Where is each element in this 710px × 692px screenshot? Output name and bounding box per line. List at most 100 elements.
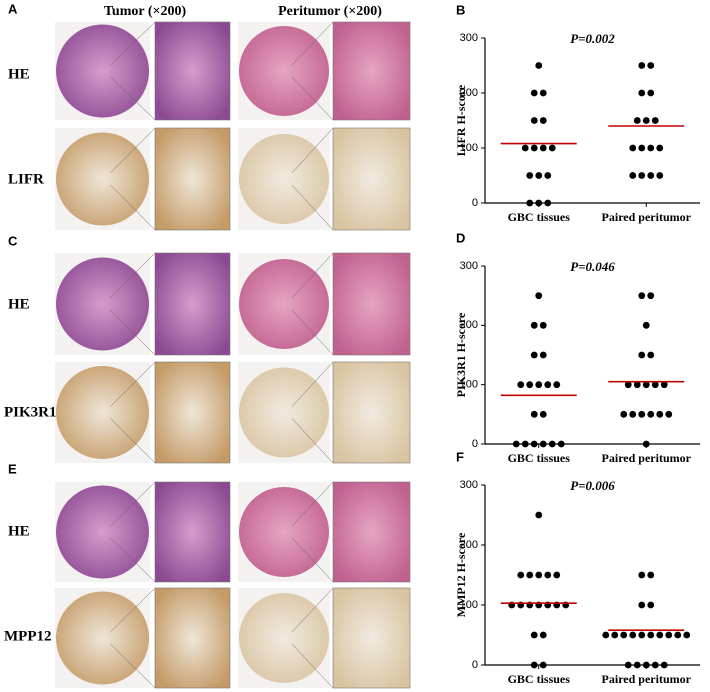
dot bbox=[656, 172, 664, 179]
zoom-guide bbox=[291, 127, 334, 174]
dot bbox=[660, 661, 668, 669]
dot bbox=[544, 172, 552, 179]
zoom-image bbox=[154, 481, 231, 583]
dot bbox=[638, 172, 646, 179]
panel-letter: C bbox=[8, 233, 18, 248]
dot bbox=[651, 661, 659, 669]
dot bbox=[651, 381, 659, 389]
zoom-image bbox=[154, 587, 231, 689]
dot bbox=[544, 571, 552, 579]
dot bbox=[647, 89, 655, 97]
dot bbox=[526, 199, 534, 207]
dot bbox=[530, 89, 538, 97]
dot bbox=[530, 144, 538, 152]
dot bbox=[539, 661, 547, 669]
dot bbox=[521, 144, 529, 152]
column-header: Peritumor (×200) bbox=[278, 4, 382, 19]
dot bbox=[629, 631, 637, 639]
y-tick-label: 300 bbox=[460, 260, 478, 272]
dot bbox=[530, 321, 538, 329]
tissue-core bbox=[239, 593, 329, 683]
zoom-guide bbox=[110, 184, 156, 231]
dot bbox=[539, 631, 547, 639]
dot bbox=[647, 292, 655, 300]
y-tick-label: 100 bbox=[460, 379, 478, 391]
panel-letter: B bbox=[456, 2, 465, 17]
dot bbox=[651, 117, 659, 124]
dot bbox=[530, 410, 538, 418]
dot bbox=[535, 381, 543, 389]
dot bbox=[647, 172, 655, 179]
panel-letter: F bbox=[456, 449, 464, 464]
dot bbox=[656, 144, 664, 152]
p-value: P=0.002 bbox=[570, 31, 615, 46]
zoom-guide bbox=[291, 309, 334, 356]
dot bbox=[656, 631, 664, 639]
x-tick-label: Paired peritumor bbox=[602, 451, 692, 465]
dot bbox=[647, 631, 655, 639]
dot bbox=[530, 351, 538, 359]
dot bbox=[665, 631, 673, 639]
dot bbox=[638, 410, 646, 418]
histology-images bbox=[55, 21, 411, 689]
zoom-guide bbox=[110, 309, 156, 356]
dot bbox=[629, 410, 637, 418]
dot bbox=[638, 601, 646, 609]
p-value: P=0.046 bbox=[570, 259, 615, 274]
y-tick-label: 200 bbox=[460, 539, 478, 551]
dot bbox=[535, 172, 543, 179]
zoom-guide bbox=[291, 643, 334, 689]
zoom-guide bbox=[291, 587, 334, 633]
dot bbox=[512, 440, 520, 448]
panel-letter: A bbox=[8, 1, 18, 16]
dot bbox=[539, 410, 547, 418]
zoom-guide bbox=[110, 537, 156, 583]
dot bbox=[539, 321, 547, 329]
p-value: P=0.006 bbox=[570, 478, 615, 493]
zoom-guide bbox=[110, 587, 156, 633]
zoom-image bbox=[154, 127, 231, 231]
dot bbox=[539, 351, 547, 359]
x-tick-label: Paired peritumor bbox=[602, 672, 692, 686]
dot bbox=[683, 631, 691, 639]
zoom-guide bbox=[110, 418, 156, 464]
tissue-core bbox=[239, 134, 329, 224]
zoom-image bbox=[154, 21, 231, 121]
tissue-core bbox=[239, 367, 329, 458]
y-tick-label: 100 bbox=[460, 142, 478, 154]
dot bbox=[526, 172, 534, 179]
y-axis-label: PIK3R1 H-score bbox=[454, 312, 468, 397]
x-tick-label: GBC tissues bbox=[508, 210, 571, 224]
row-label: HE bbox=[8, 523, 30, 539]
dot bbox=[642, 117, 650, 124]
zoom-guide bbox=[291, 252, 334, 299]
dot bbox=[638, 144, 646, 152]
zoom-guide bbox=[291, 184, 334, 231]
panel-letter: E bbox=[8, 461, 17, 476]
dot bbox=[517, 571, 525, 579]
tissue-core bbox=[239, 487, 329, 577]
dot bbox=[539, 440, 547, 448]
dot bbox=[530, 440, 538, 448]
row-label: HE bbox=[8, 296, 30, 312]
zoom-guide bbox=[110, 252, 156, 299]
dot bbox=[638, 62, 646, 69]
dot bbox=[535, 571, 543, 579]
y-tick-label: 300 bbox=[460, 32, 478, 44]
tissue-core bbox=[56, 24, 149, 118]
dot bbox=[647, 62, 655, 69]
zoom-image bbox=[332, 252, 411, 356]
row-label: LIFR bbox=[8, 171, 44, 187]
column-header: Tumor (×200) bbox=[104, 4, 187, 19]
y-axis-label: LIFR H-score bbox=[454, 84, 468, 156]
dot bbox=[526, 571, 534, 579]
zoom-guide bbox=[110, 76, 156, 121]
dot bbox=[530, 661, 538, 669]
dot bbox=[530, 117, 538, 124]
dot bbox=[642, 440, 650, 448]
zoom-guide bbox=[110, 21, 156, 66]
zoom-guide bbox=[291, 76, 334, 121]
row-label: HE bbox=[8, 66, 30, 82]
zoom-guide bbox=[110, 361, 156, 407]
